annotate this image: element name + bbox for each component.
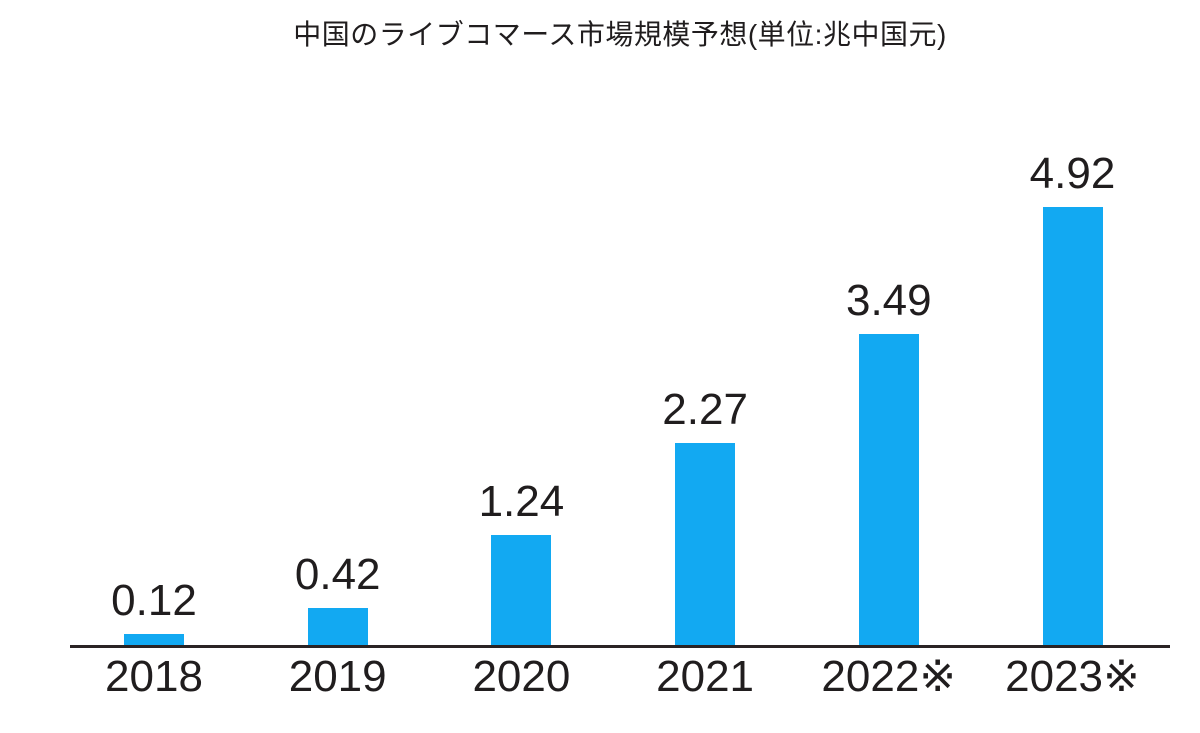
- plot-area: 0.12 2018 0.42 2019 1.24 2020 2.27 2021 3.49 2022…: [70, 0, 1170, 699]
- chart-title: 中国のライブコマース市場規模予想(単位:兆中国元): [293, 19, 947, 50]
- x-axis-tick-label: 2022※: [821, 652, 957, 701]
- x-axis-tick-label: 2020: [472, 652, 571, 701]
- bar-2019: [307, 608, 368, 645]
- bar-value-label: 2.27: [662, 385, 748, 434]
- bar-2023※: [1042, 207, 1103, 645]
- bar-value-label: 0.42: [294, 550, 381, 599]
- x-axis-line: [70, 645, 1170, 648]
- bar-value-label: 0.12: [111, 576, 197, 625]
- bar-2022※: [858, 334, 919, 645]
- bar-2020: [491, 535, 552, 645]
- x-axis-tick-label: 2018: [105, 652, 203, 701]
- bar-2018: [124, 634, 184, 645]
- x-axis-tick-label: 2023※: [1005, 652, 1140, 701]
- x-axis-tick-label: 2019: [288, 652, 387, 701]
- bar-value-label: 3.49: [845, 276, 932, 325]
- bar-2021: [675, 443, 736, 645]
- bar-value-label: 1.24: [478, 477, 565, 526]
- x-axis-tick-label: 2021: [656, 652, 755, 701]
- bar-value-label: 4.92: [1029, 149, 1116, 198]
